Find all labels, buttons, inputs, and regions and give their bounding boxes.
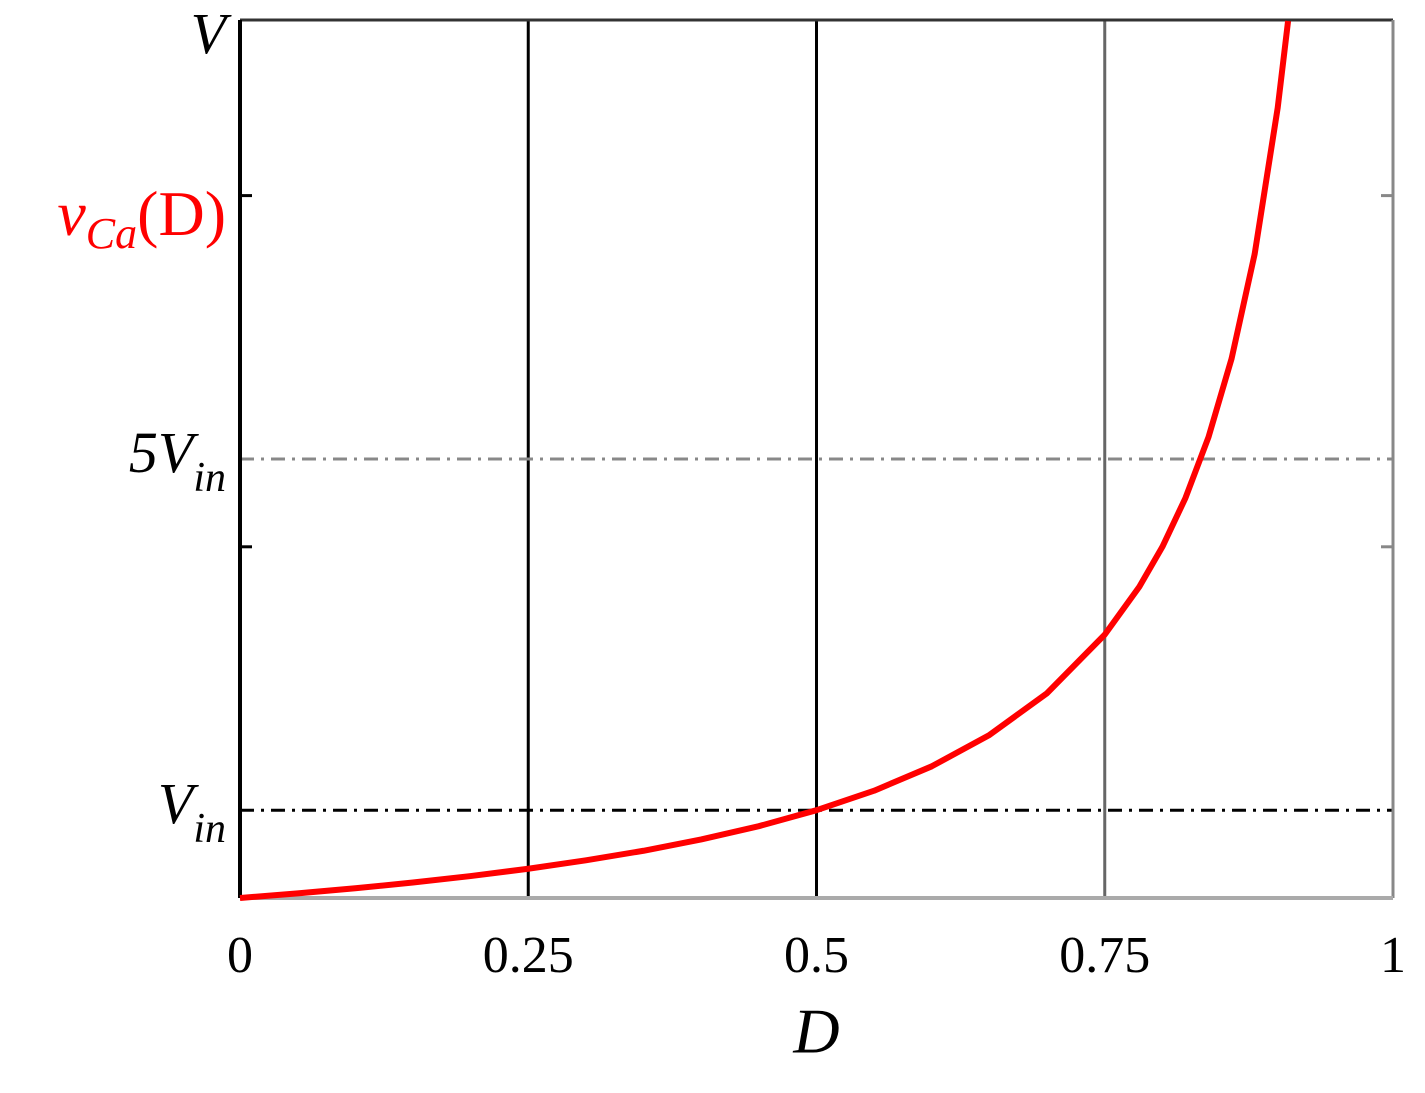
- y-tick-label-main: 5V: [129, 420, 200, 485]
- y-tick-label: Vin: [158, 772, 226, 852]
- y-tick-label-main: V: [158, 772, 200, 837]
- data-line: [239, 20, 1292, 901]
- y-tick-label: V: [191, 1, 233, 66]
- y-axis-label: vCa(D): [57, 178, 226, 258]
- x-axis-label: D: [792, 996, 839, 1067]
- y-axis-label-main: v: [57, 178, 86, 249]
- y-tick-label-subscript: in: [193, 806, 226, 852]
- y-tick-label: 5Vin: [129, 420, 226, 500]
- x-tick-label: 0.75: [1059, 927, 1150, 984]
- x-tick-label: 0: [227, 927, 253, 984]
- x-tick-label: 1: [1380, 927, 1406, 984]
- y-tick-label-main: V: [191, 1, 233, 66]
- y-axis-label-suffix: (D): [137, 178, 226, 249]
- y-tick-label-subscript: in: [193, 455, 226, 501]
- x-tick-label: 0.5: [784, 927, 849, 984]
- x-tick-label: 0.25: [483, 927, 574, 984]
- y-axis-label-subscript: Ca: [86, 209, 137, 258]
